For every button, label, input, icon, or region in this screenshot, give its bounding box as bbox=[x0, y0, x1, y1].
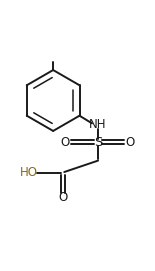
Text: O: O bbox=[126, 136, 135, 149]
Text: NH: NH bbox=[89, 118, 107, 131]
Text: O: O bbox=[60, 136, 70, 149]
Text: O: O bbox=[58, 191, 68, 204]
Text: S: S bbox=[94, 136, 102, 149]
Text: HO: HO bbox=[20, 166, 38, 179]
